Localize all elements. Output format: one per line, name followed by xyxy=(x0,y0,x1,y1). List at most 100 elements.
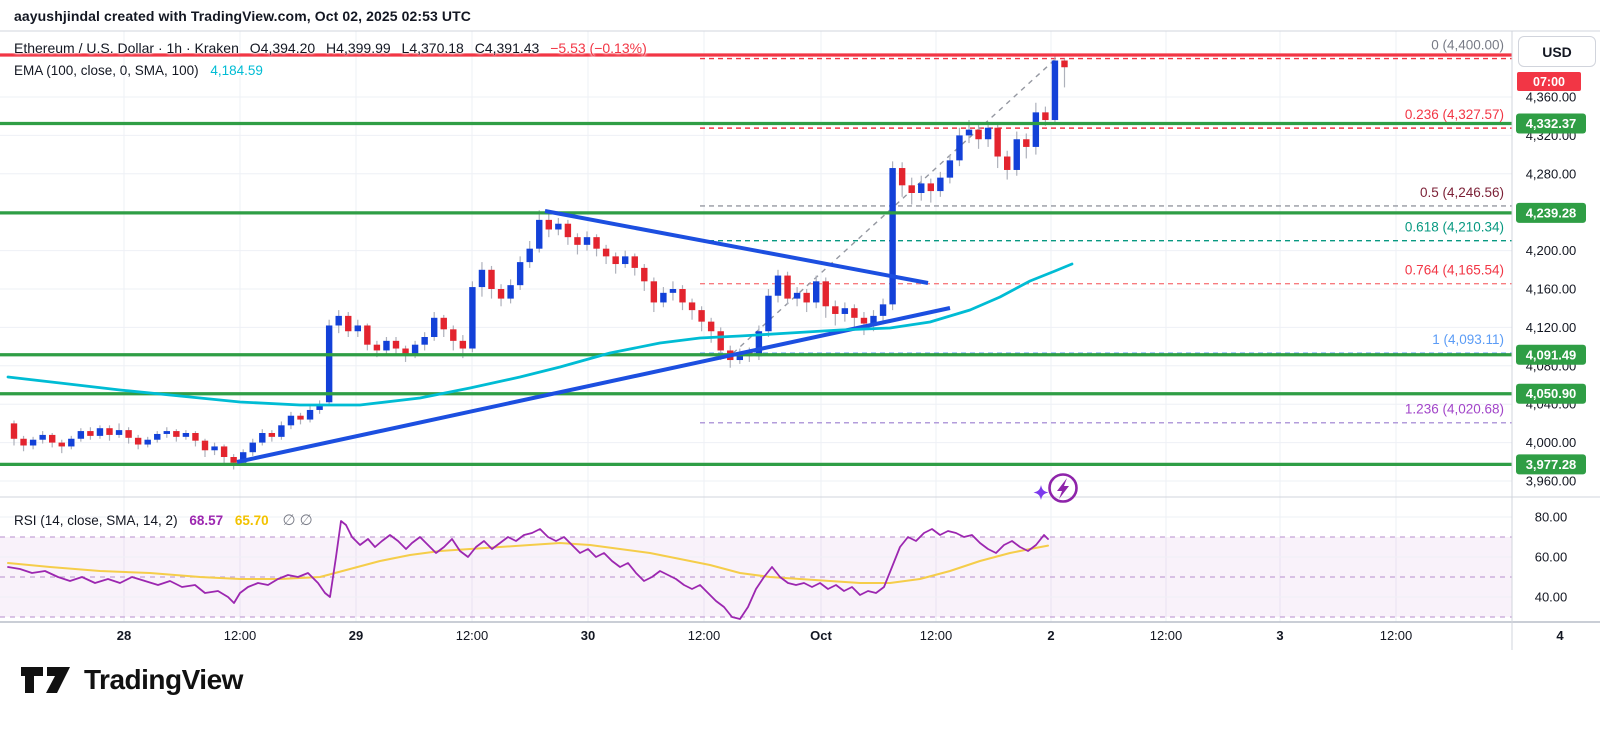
candle-down xyxy=(564,223,572,238)
candle-up xyxy=(1032,112,1040,147)
ema-legend[interactable]: EMA (100, close, 0, SMA, 100) 4,184.59 xyxy=(14,63,263,78)
tradingview-logo[interactable]: TradingView xyxy=(20,664,243,696)
candle-down xyxy=(497,289,505,299)
price-level-badge-label: 3,977.28 xyxy=(1526,457,1577,472)
time-axis-label: 29 xyxy=(349,628,363,643)
candle-up xyxy=(965,129,973,136)
candle-down xyxy=(392,340,400,349)
candle-down xyxy=(707,321,715,332)
candle-down xyxy=(440,317,447,330)
ohlc-open: O4,394.20 xyxy=(249,40,316,56)
candle-up xyxy=(669,289,677,293)
candle-up xyxy=(77,431,85,439)
candle-up xyxy=(411,344,419,355)
candle-up xyxy=(259,433,266,443)
candle-down xyxy=(459,340,467,349)
attribution-text: aayushjindal created with TradingView.co… xyxy=(14,8,472,24)
time-axis-label: 12:00 xyxy=(920,628,953,643)
candle-down xyxy=(717,331,724,351)
time-axis-label: 12:00 xyxy=(1150,628,1183,643)
rsi-empty-slots-icon: ∅ ∅ xyxy=(282,512,313,529)
candle-down xyxy=(201,440,209,451)
lightning-bolt-icon xyxy=(1057,478,1069,499)
candle-down xyxy=(574,237,581,245)
candle-down xyxy=(1023,139,1030,147)
rsi-tick-label: 60.00 xyxy=(1535,550,1568,565)
time-axis-label: 2 xyxy=(1047,628,1054,643)
candle-down xyxy=(860,317,868,324)
candle-up xyxy=(841,308,849,314)
candle-up xyxy=(211,446,218,451)
candle-down xyxy=(10,423,18,439)
candle-up xyxy=(354,325,361,332)
candle-up xyxy=(984,127,992,140)
time-axis-label: 28 xyxy=(117,628,131,643)
candle-up xyxy=(583,237,591,245)
candle-up xyxy=(889,168,896,305)
candle-down xyxy=(192,433,199,441)
currency-toggle-button[interactable]: USD xyxy=(1518,36,1596,67)
candle-down xyxy=(631,256,638,268)
candle-down xyxy=(822,281,829,307)
rsi-tick-label: 40.00 xyxy=(1535,590,1568,605)
ohlc-low: L4,370.18 xyxy=(401,40,464,56)
candle-up xyxy=(68,438,75,447)
candle-up xyxy=(660,292,667,303)
price-tick-label: 4,120.00 xyxy=(1526,320,1577,335)
candle-up xyxy=(182,433,190,437)
candle-up xyxy=(793,292,801,299)
ema-value: 4,184.59 xyxy=(210,63,263,78)
candle-up xyxy=(622,256,629,265)
candle-down xyxy=(402,348,409,355)
trendline xyxy=(236,306,951,464)
time-axis-label: Oct xyxy=(810,628,832,643)
symbol-legend[interactable]: Ethereum / U.S. Dollar · 1h · Kraken O4,… xyxy=(14,40,654,56)
candle-down xyxy=(58,442,65,447)
candle-down xyxy=(593,237,600,249)
candle-down xyxy=(851,308,858,318)
candle-up xyxy=(29,439,37,446)
candle-up xyxy=(325,325,333,403)
candle-down xyxy=(698,310,705,322)
fib-level-label: 0.5 (4,246.56) xyxy=(1420,185,1504,200)
rsi-value: 68.57 xyxy=(189,513,224,528)
fib-level-label: 1.236 (4,020.68) xyxy=(1405,402,1504,417)
price-level-badge-label: 4,091.49 xyxy=(1526,347,1577,362)
candle-down xyxy=(20,438,27,446)
candle-down xyxy=(832,306,839,314)
tradingview-logo-mark xyxy=(21,667,70,693)
ohlc-high: H4,399.99 xyxy=(326,40,391,56)
candle-up xyxy=(335,315,342,326)
time-axis-label: 12:00 xyxy=(224,628,257,643)
candle-down xyxy=(488,269,495,289)
candle-up xyxy=(946,160,954,178)
rsi-ma-line xyxy=(7,542,1049,584)
flash-sparkle-icon[interactable] xyxy=(1028,465,1084,509)
fib-level-label: 0.236 (4,327.57) xyxy=(1405,107,1504,122)
candle-up xyxy=(526,248,533,263)
candle-down xyxy=(975,129,982,140)
symbol-title[interactable]: Ethereum / U.S. Dollar · 1h · Kraken xyxy=(14,40,239,56)
tradingview-logo-text: TradingView xyxy=(84,664,243,695)
candle-down xyxy=(679,289,686,303)
ohlc-close: C4,391.43 xyxy=(474,40,540,56)
candle-down xyxy=(927,183,934,192)
candle-down xyxy=(364,325,371,345)
candle-up xyxy=(765,295,772,332)
candle-up xyxy=(240,452,247,463)
candle-down xyxy=(688,302,696,311)
price-level-badge xyxy=(1516,454,1586,475)
fib-level-label: 0 (4,400.00) xyxy=(1431,38,1504,53)
candle-down xyxy=(297,415,304,420)
rsi-legend[interactable]: RSI (14, close, SMA, 14, 2) 68.57 65.70 … xyxy=(14,511,313,529)
chart-canvas[interactable]: 4,360.004,320.004,280.004,200.004,160.00… xyxy=(0,0,1600,655)
candle-up xyxy=(469,287,476,349)
candle-down xyxy=(345,315,352,332)
price-level-badge-label: 4,239.28 xyxy=(1526,205,1577,220)
candle-down xyxy=(908,185,915,193)
sparkle-star-icon xyxy=(1033,485,1049,500)
price-tick-label: 4,200.00 xyxy=(1526,243,1577,258)
ema-line xyxy=(6,262,1074,407)
candle-up xyxy=(278,425,285,437)
candle-up xyxy=(144,439,151,445)
